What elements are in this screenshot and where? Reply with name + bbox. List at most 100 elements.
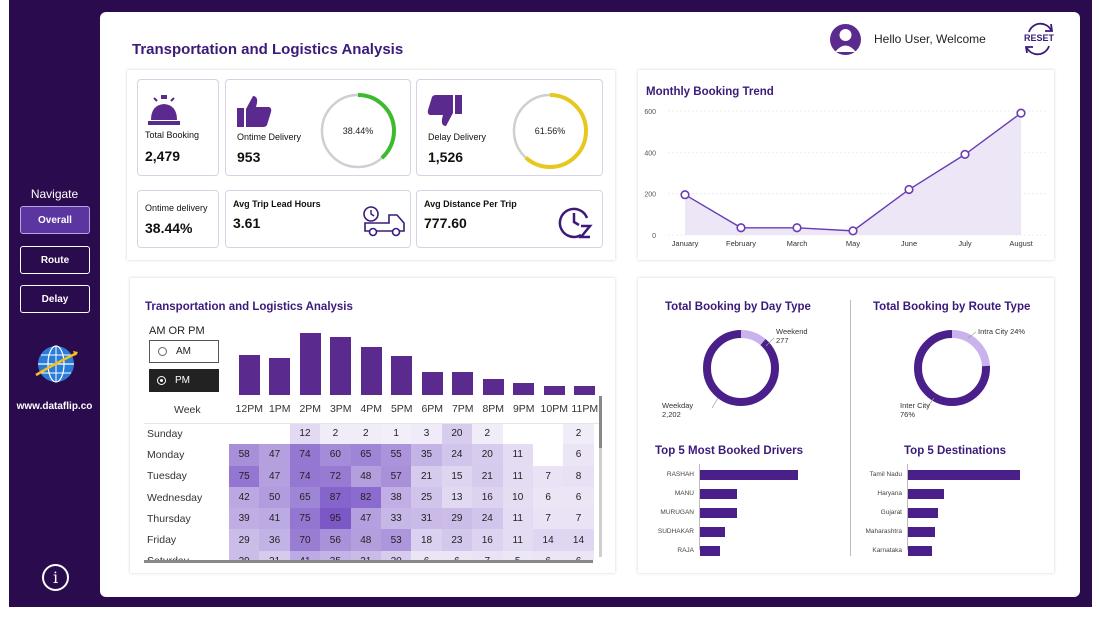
heatmap-cell[interactable]: 21 (259, 550, 290, 560)
vertical-scrollbar[interactable] (599, 398, 602, 557)
heatmap-cell[interactable]: 15 (441, 465, 473, 487)
heatmap-cell[interactable]: 36 (259, 529, 290, 551)
heatmap-cell[interactable]: 70 (289, 529, 321, 551)
heatmap-cell[interactable]: 33 (380, 508, 412, 530)
heatmap-cell[interactable]: 14 (563, 529, 594, 551)
heatmap-cell[interactable]: 8 (563, 465, 594, 487)
heatmap-cell[interactable]: 29 (229, 550, 260, 560)
heatmap-cell[interactable]: 74 (289, 465, 321, 487)
nav-overall-button[interactable]: Overall (20, 206, 90, 234)
heatmap-cell[interactable]: 6 (563, 550, 594, 560)
bar[interactable] (700, 527, 725, 537)
hour-bar[interactable] (482, 379, 504, 395)
hour-bar[interactable] (513, 382, 535, 395)
heatmap-cell[interactable]: 11 (502, 444, 533, 466)
heatmap-cell[interactable]: 2 (320, 423, 351, 445)
hour-bar[interactable] (574, 385, 596, 395)
hour-bar[interactable] (269, 358, 291, 395)
heatmap-cell[interactable]: 42 (229, 486, 260, 509)
heatmap-cell[interactable]: 20 (441, 423, 473, 445)
heatmap-cell[interactable]: 13 (441, 486, 473, 509)
heatmap-cell[interactable]: 47 (259, 444, 290, 466)
heatmap-cell[interactable]: 16 (472, 529, 503, 551)
heatmap-cell[interactable]: 25 (411, 486, 442, 509)
heatmap-cell[interactable] (502, 423, 533, 445)
heatmap-cell[interactable]: 6 (563, 486, 594, 509)
hour-bar[interactable] (299, 333, 321, 395)
hour-bar[interactable] (360, 346, 382, 395)
heatmap-cell[interactable]: 12 (289, 423, 321, 445)
heatmap-cell[interactable]: 82 (350, 486, 381, 509)
nav-delay-button[interactable]: Delay (20, 285, 90, 313)
heatmap-cell[interactable]: 60 (320, 444, 351, 466)
bar[interactable] (908, 508, 939, 518)
heatmap-cell[interactable]: 31 (350, 550, 381, 560)
bar[interactable] (700, 508, 738, 518)
hour-bar[interactable] (330, 337, 352, 395)
heatmap-cell[interactable]: 48 (350, 529, 381, 551)
heatmap-cell[interactable]: 24 (472, 508, 503, 530)
vertical-scrollbar-thumb[interactable] (599, 396, 602, 448)
heatmap-cell[interactable]: 65 (350, 444, 381, 466)
heatmap-cell[interactable]: 2 (350, 423, 381, 445)
heatmap-cell[interactable]: 20 (472, 444, 503, 466)
bar[interactable] (700, 546, 720, 556)
heatmap-cell[interactable]: 11 (502, 508, 533, 530)
heatmap-cell[interactable]: 14 (532, 529, 564, 551)
heatmap-cell[interactable]: 41 (289, 550, 321, 560)
heatmap-cell[interactable]: 7 (532, 508, 564, 530)
heatmap-cell[interactable]: 35 (320, 550, 351, 560)
heatmap-cell[interactable]: 47 (350, 508, 381, 530)
heatmap-cell[interactable]: 48 (350, 465, 381, 487)
heatmap-cell[interactable]: 3 (411, 423, 442, 445)
heatmap-cell[interactable] (532, 423, 564, 445)
nav-route-button[interactable]: Route (20, 246, 90, 274)
heatmap-cell[interactable]: 23 (441, 529, 473, 551)
heatmap-cell[interactable]: 16 (472, 486, 503, 509)
horizontal-scrollbar[interactable] (144, 560, 593, 563)
heatmap-cell[interactable]: 24 (441, 444, 473, 466)
heatmap-cell[interactable]: 6 (563, 444, 594, 466)
heatmap-cell[interactable]: 38 (380, 486, 412, 509)
slicer-option-pm[interactable]: PM (149, 369, 219, 392)
heatmap-cell[interactable]: 1 (380, 423, 412, 445)
heatmap-cell[interactable]: 55 (380, 444, 412, 466)
heatmap-cell[interactable]: 18 (411, 529, 442, 551)
heatmap-cell[interactable]: 7 (472, 550, 503, 560)
heatmap-cell[interactable]: 21 (411, 465, 442, 487)
heatmap-cell[interactable]: 41 (259, 508, 290, 530)
heatmap-cell[interactable]: 6 (532, 550, 564, 560)
info-icon[interactable]: i (42, 564, 69, 591)
heatmap-cell[interactable]: 11 (502, 465, 533, 487)
heatmap-cell[interactable] (259, 423, 290, 445)
heatmap-cell[interactable]: 20 (380, 550, 412, 560)
heatmap-cell[interactable] (532, 444, 564, 466)
heatmap-cell[interactable]: 58 (229, 444, 260, 466)
heatmap-cell[interactable]: 75 (289, 508, 321, 530)
heatmap-cell[interactable]: 6 (532, 486, 564, 509)
bar[interactable] (700, 489, 738, 499)
heatmap-cell[interactable]: 2 (472, 423, 503, 445)
heatmap-cell[interactable]: 6 (441, 550, 473, 560)
heatmap-cell[interactable]: 72 (320, 465, 351, 487)
heatmap-cell[interactable]: 35 (411, 444, 442, 466)
hour-bar[interactable] (391, 355, 413, 395)
heatmap-cell[interactable]: 21 (472, 465, 503, 487)
heatmap-cell[interactable]: 47 (259, 465, 290, 487)
bar[interactable] (908, 546, 932, 556)
heatmap-cell[interactable]: 39 (229, 508, 260, 530)
slicer-option-am[interactable]: AM (149, 340, 219, 363)
bar[interactable] (908, 527, 935, 537)
heatmap-cell[interactable]: 53 (380, 529, 412, 551)
reset-button[interactable]: RESET (1021, 20, 1057, 56)
heatmap-cell[interactable]: 6 (411, 550, 442, 560)
heatmap-cell[interactable]: 2 (563, 423, 594, 445)
hour-bar[interactable] (543, 386, 565, 395)
heatmap-cell[interactable]: 56 (320, 529, 351, 551)
heatmap-cell[interactable]: 5 (502, 550, 533, 560)
heatmap-grid[interactable]: Sunday 12 2 2 1 3 20 2 2 Monday 58 47 74 60 65 55 35 24 20… (144, 423, 603, 560)
heatmap-cell[interactable]: 7 (563, 508, 594, 530)
heatmap-cell[interactable]: 31 (411, 508, 442, 530)
heatmap-cell[interactable]: 50 (259, 486, 290, 509)
heatmap-cell[interactable]: 10 (502, 486, 533, 509)
